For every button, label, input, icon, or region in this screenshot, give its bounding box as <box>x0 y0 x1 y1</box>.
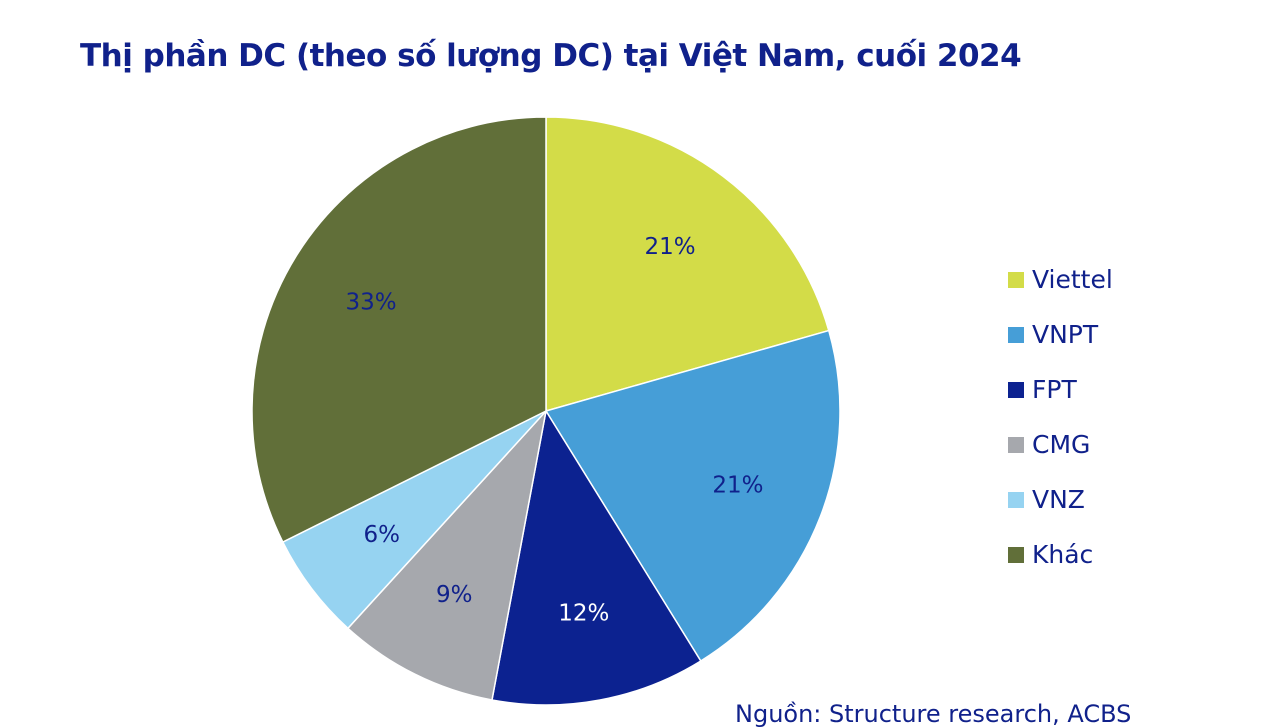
legend-item-viettel: Viettel <box>1008 252 1113 307</box>
legend-label: VNPT <box>1032 320 1099 349</box>
pie-slice-viettel <box>545 116 830 412</box>
pie-slice-cmg <box>346 408 548 701</box>
data-label-cmg: 9% <box>436 582 473 608</box>
data-label-khác: 33% <box>345 290 396 316</box>
data-label-viettel: 21% <box>644 234 695 260</box>
pie-slice-vnpt <box>544 329 841 662</box>
legend-swatch <box>1008 381 1024 398</box>
source-note: Nguồn: Structure research, ACBS <box>735 700 1132 728</box>
pie-slice-fpt <box>491 408 702 706</box>
legend-swatch <box>1008 326 1024 343</box>
data-label-vnpt: 21% <box>712 472 763 498</box>
legend-item-vnpt: VNPT <box>1008 307 1113 362</box>
legend-swatch <box>1008 546 1024 563</box>
legend-label: Khác <box>1032 540 1094 569</box>
legend-item-cmg: CMG <box>1008 417 1113 472</box>
chart-legend: Viettel VNPT FPT CMG VNZ Khác <box>1008 252 1113 582</box>
legend-swatch <box>1008 436 1024 453</box>
legend-label: Viettel <box>1032 265 1113 294</box>
data-label-vnz: 6% <box>364 522 401 548</box>
legend-swatch <box>1008 271 1024 288</box>
legend-item-khác: Khác <box>1008 527 1113 582</box>
chart-title: Thị phần DC (theo số lượng DC) tại Việt … <box>80 38 1022 74</box>
legend-item-fpt: FPT <box>1008 362 1113 417</box>
data-label-fpt: 12% <box>558 600 609 626</box>
pie-slice-khác <box>251 116 547 544</box>
legend-label: VNZ <box>1032 485 1085 514</box>
legend-label: CMG <box>1032 430 1091 459</box>
legend-label: FPT <box>1032 375 1077 404</box>
legend-swatch <box>1008 491 1024 508</box>
legend-item-vnz: VNZ <box>1008 472 1113 527</box>
